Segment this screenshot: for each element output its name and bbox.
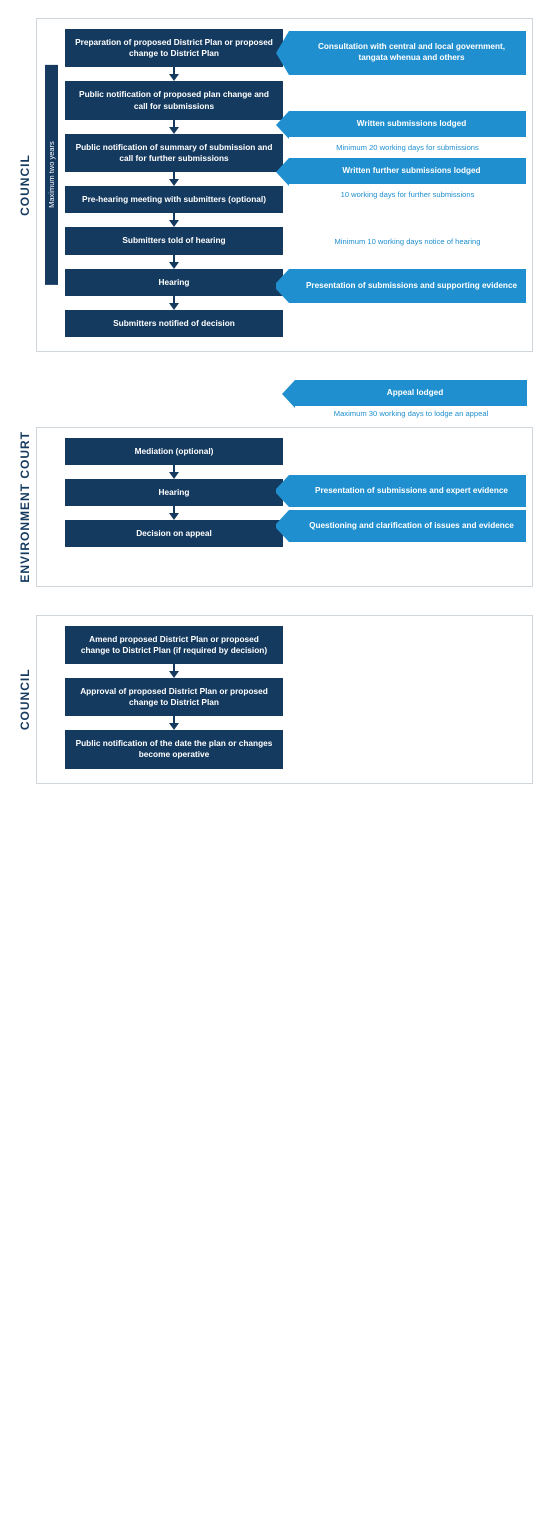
step-box: Amend proposed District Plan or proposed… — [65, 626, 283, 664]
arrow-down-icon — [169, 179, 179, 186]
step-box: Approval of proposed District Plan or pr… — [65, 678, 283, 716]
envcourt-side-col: Presentation of submissions and expert e… — [289, 438, 526, 572]
side-callout: Written further submissions lodged — [289, 158, 526, 184]
spacer — [289, 205, 526, 231]
envcourt-preside-row: Appeal lodgedMaximum 30 working days to … — [14, 380, 533, 421]
step-box: Public notification of the date the plan… — [65, 730, 283, 768]
arrow-connector — [169, 67, 179, 81]
arrow-connector — [169, 664, 179, 678]
arrow-down-icon — [169, 220, 179, 227]
arrow-connector — [169, 506, 179, 520]
section-envcourt: ENVIRONMENT COURT Mediation (optional) H… — [14, 427, 533, 587]
spacer — [289, 78, 526, 108]
section-label-council-1: COUNCIL — [14, 18, 36, 352]
step-box: Mediation (optional) — [65, 438, 283, 465]
step-box: Pre-hearing meeting with submitters (opt… — [65, 186, 283, 213]
arrow-connector — [169, 255, 179, 269]
side-callout: Consultation with central and local gove… — [289, 31, 526, 75]
step-box: Decision on appeal — [65, 520, 283, 547]
section-label-council-2: COUNCIL — [14, 615, 36, 784]
section-label-envcourt: ENVIRONMENT COURT — [14, 427, 36, 587]
section-council-2: COUNCIL Amend proposed District Plan or … — [14, 615, 533, 784]
section-body-envcourt: Mediation (optional) Hearing Decision on… — [36, 427, 533, 587]
arrow-down-icon — [169, 472, 179, 479]
section-body-council-2: Amend proposed District Plan or proposed… — [36, 615, 533, 784]
side-note: Minimum 20 working days for submissions — [289, 140, 526, 155]
step-box: Public notification of proposed plan cha… — [65, 81, 283, 119]
step-box: Submitters told of hearing — [65, 227, 283, 254]
side-callout: Presentation of submissions and expert e… — [289, 475, 526, 507]
spacer — [289, 252, 526, 266]
council2-side-col — [289, 626, 526, 769]
arrow-down-icon — [169, 303, 179, 310]
side-callout: Presentation of submissions and supporti… — [289, 269, 526, 303]
envcourt-main-col: Mediation (optional) Hearing Decision on… — [65, 438, 283, 572]
arrow-connector — [169, 296, 179, 310]
side-callout: Questioning and clarification of issues … — [289, 510, 526, 542]
step-box: Hearing — [65, 269, 283, 296]
arrow-connector — [169, 465, 179, 479]
arrow-connector — [169, 716, 179, 730]
arrow-down-icon — [169, 513, 179, 520]
section-body-council-1: Maximum two years Preparation of propose… — [36, 18, 533, 352]
council1-main-col: Preparation of proposed District Plan or… — [65, 29, 283, 337]
side-callout: Appeal lodged — [295, 380, 527, 406]
step-box: Submitters notified of decision — [65, 310, 283, 337]
arrow-connector — [169, 172, 179, 186]
section-council-1: COUNCIL Maximum two years Preparation of… — [14, 18, 533, 352]
arrow-down-icon — [169, 671, 179, 678]
council1-side-col: Consultation with central and local gove… — [289, 29, 526, 337]
arrow-down-icon — [169, 74, 179, 81]
max-two-years-bar: Maximum two years — [45, 65, 58, 285]
side-note: Maximum 30 working days to lodge an appe… — [295, 406, 527, 421]
arrow-down-icon — [169, 262, 179, 269]
step-box: Preparation of proposed District Plan or… — [65, 29, 283, 67]
spacer — [289, 440, 526, 472]
arrow-connector — [169, 213, 179, 227]
side-note: 10 working days for further submissions — [289, 187, 526, 202]
council2-main-col: Amend proposed District Plan or proposed… — [65, 626, 283, 769]
step-box: Hearing — [65, 479, 283, 506]
side-note: Minimum 10 working days notice of hearin… — [289, 234, 526, 249]
arrow-down-icon — [169, 723, 179, 730]
vbar-wrap: Maximum two years — [43, 65, 59, 285]
arrow-connector — [169, 120, 179, 134]
step-box: Public notification of summary of submis… — [65, 134, 283, 172]
side-callout: Written submissions lodged — [289, 111, 526, 137]
arrow-down-icon — [169, 127, 179, 134]
